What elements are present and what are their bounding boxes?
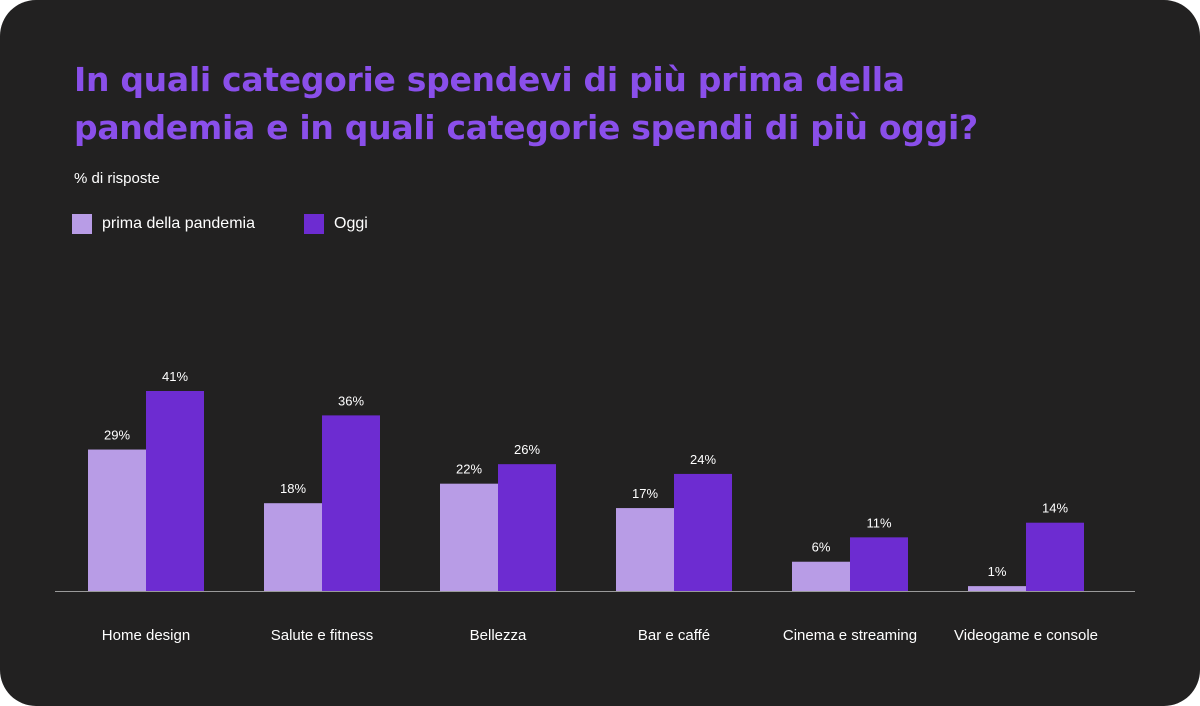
data-label-before: 29% [104,428,130,443]
bar-today [1026,522,1084,591]
category-label: Cinema e streaming [783,627,917,644]
data-label-today: 11% [866,515,891,530]
bar-today [850,537,908,591]
data-label-before: 17% [632,486,658,501]
bar-before [440,483,498,591]
chart-title-line-2: pandemia e in quali categorie spendi di … [74,108,978,147]
data-label-today: 24% [690,452,716,467]
data-label-before: 6% [812,540,831,555]
legend-item-today: Oggi [304,213,368,235]
data-label-before: 22% [456,462,482,477]
bar-before [616,508,674,591]
category-label: Bellezza [470,627,527,644]
bar-today [322,415,380,591]
legend-label-today: Oggi [334,215,368,232]
category-label: Bar e caffé [638,627,710,644]
category-label: Videogame e console [954,627,1098,644]
category-label: Home design [102,627,190,644]
bar-before [968,586,1026,591]
bar-before [264,503,322,591]
bar-before [792,561,850,591]
data-label-today: 36% [338,393,364,408]
bar-today [498,464,556,591]
data-label-before: 1% [988,564,1007,579]
data-label-today: 41% [162,369,188,384]
legend-swatch-today [304,214,324,234]
bar-today [674,473,732,591]
data-label-today: 14% [1042,501,1068,516]
chart-subtitle: % di risposte [74,170,160,187]
chart-title: In quali categorie spendevi di più prima… [74,56,1154,152]
data-label-today: 26% [514,442,540,457]
chart-title-line-1: In quali categorie spendevi di più prima… [74,60,905,99]
bar-today [146,391,204,591]
legend-label-before: prima della pandemia [102,215,255,232]
bar-before [88,449,146,591]
category-label: Salute e fitness [271,627,374,644]
legend-swatch-before [72,214,92,234]
data-label-before: 18% [280,481,306,496]
legend-item-before: prima della pandemia [72,213,255,235]
